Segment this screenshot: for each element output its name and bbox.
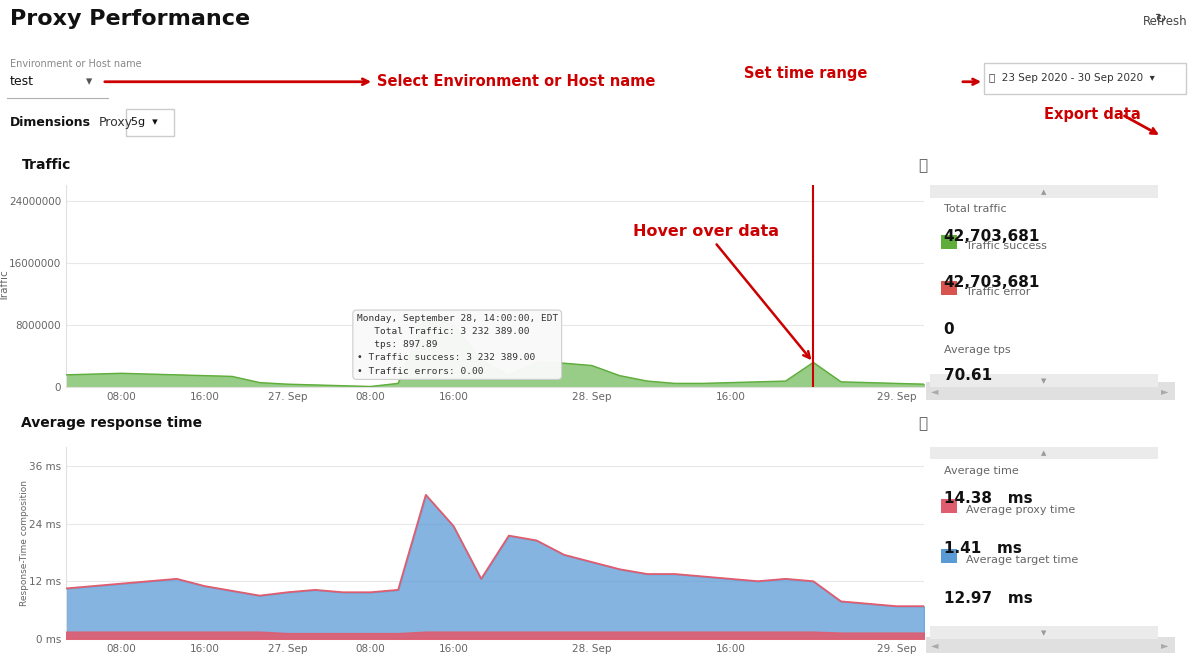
Text: Traffic error: Traffic error <box>966 287 1031 297</box>
Text: Monday, September 28, 14:00:00, EDT
   Total Traffic: 3 232 389.00
   tps: 897.8: Monday, September 28, 14:00:00, EDT Tota… <box>356 314 558 375</box>
Text: 5g  ▾: 5g ▾ <box>131 117 157 128</box>
Text: ▲: ▲ <box>1042 189 1046 195</box>
Text: Dimensions: Dimensions <box>10 116 91 129</box>
Text: ▾: ▾ <box>86 75 92 88</box>
Text: ►: ► <box>1160 386 1169 396</box>
Text: Average time: Average time <box>943 466 1019 476</box>
Bar <box>930 185 1158 199</box>
Text: Traffic success: Traffic success <box>966 241 1048 251</box>
Text: Refresh: Refresh <box>1144 15 1188 28</box>
Text: 14.38   ms: 14.38 ms <box>943 491 1032 506</box>
Text: ◄: ◄ <box>931 640 938 650</box>
Text: Average proxy time: Average proxy time <box>966 505 1075 515</box>
Text: 0: 0 <box>943 322 954 337</box>
Bar <box>942 498 958 513</box>
Text: Proxy: Proxy <box>98 116 132 129</box>
Text: 70.61: 70.61 <box>943 368 992 383</box>
Bar <box>925 382 1175 400</box>
FancyBboxPatch shape <box>126 109 174 136</box>
Bar <box>930 626 1158 639</box>
Text: ◄: ◄ <box>931 386 938 396</box>
Text: Average target time: Average target time <box>966 555 1079 565</box>
Text: Environment or Host name: Environment or Host name <box>10 59 142 69</box>
Text: 📅  23 Sep 2020 - 30 Sep 2020  ▾: 📅 23 Sep 2020 - 30 Sep 2020 ▾ <box>989 73 1154 83</box>
Text: Select Environment or Host name: Select Environment or Host name <box>104 74 655 89</box>
Bar <box>930 374 1158 387</box>
Text: 42,703,681: 42,703,681 <box>943 229 1040 244</box>
Text: ►: ► <box>1160 640 1169 650</box>
Text: 12.97   ms: 12.97 ms <box>943 591 1032 606</box>
Bar <box>925 637 1175 653</box>
Text: ⤓: ⤓ <box>918 158 928 173</box>
Text: ⤓: ⤓ <box>918 416 928 431</box>
Bar <box>930 447 1158 459</box>
Y-axis label: Traffic: Traffic <box>0 271 10 302</box>
Text: Hover over data: Hover over data <box>634 224 810 358</box>
Text: ▼: ▼ <box>1042 630 1046 636</box>
Text: ↻: ↻ <box>1154 11 1166 26</box>
Text: test: test <box>10 75 34 88</box>
Text: Set time range: Set time range <box>744 66 868 81</box>
Text: Total traffic: Total traffic <box>943 203 1007 214</box>
Text: 42,703,681: 42,703,681 <box>943 275 1040 290</box>
Text: ▼: ▼ <box>1042 378 1046 384</box>
Text: Proxy Performance: Proxy Performance <box>10 9 250 28</box>
FancyBboxPatch shape <box>984 63 1186 93</box>
Bar <box>942 549 958 563</box>
Text: Average tps: Average tps <box>943 345 1010 355</box>
Text: Traffic: Traffic <box>22 158 71 172</box>
Bar <box>942 235 958 249</box>
Text: ▲: ▲ <box>1042 450 1046 456</box>
Text: Average response time: Average response time <box>22 416 203 430</box>
Text: 1.41   ms: 1.41 ms <box>943 541 1021 556</box>
Bar <box>942 281 958 295</box>
Y-axis label: Response-Time composition: Response-Time composition <box>20 480 29 606</box>
Text: Export data: Export data <box>1044 107 1141 122</box>
